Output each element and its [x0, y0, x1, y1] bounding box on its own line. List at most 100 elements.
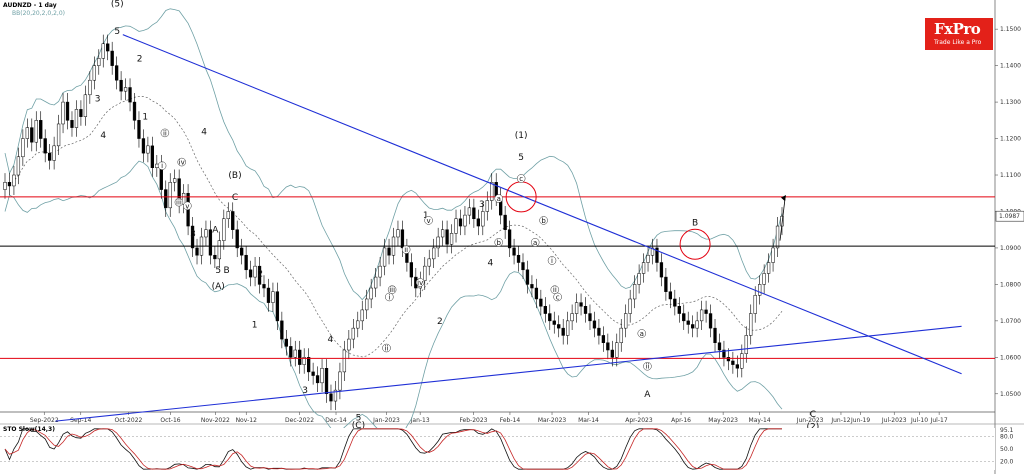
candle-body	[548, 313, 552, 322]
wave-label-circle	[387, 285, 397, 294]
candle-body	[686, 320, 690, 325]
sto-tick-label: 20.0	[1000, 459, 1014, 466]
candle-body	[463, 214, 467, 227]
projection-arrow-shaft	[779, 198, 786, 241]
candle-body	[503, 214, 507, 230]
wave-label: iii	[176, 199, 182, 207]
candle-body	[691, 324, 695, 329]
x-tick-label: Jan-13	[410, 417, 430, 424]
candle-body	[293, 349, 297, 358]
candle-body	[512, 247, 516, 256]
x-tick-label: Jul-10	[910, 417, 928, 424]
sto-tick-label: 95.1	[1000, 427, 1014, 434]
candle-body	[476, 218, 480, 227]
candle-body	[713, 327, 717, 343]
candle-body	[427, 258, 431, 267]
bollinger-label: BB(20,20,2,0,2,0)	[12, 10, 65, 17]
candle-body	[7, 182, 12, 187]
support-touch-circle	[679, 228, 711, 260]
candle-body	[329, 393, 333, 402]
candle-body	[373, 276, 378, 289]
x-tick-label: Oct-16	[160, 417, 180, 424]
wave-label-circle	[183, 201, 192, 211]
wave-label: 5	[518, 153, 524, 163]
candle-body	[222, 218, 226, 241]
trendline-1	[55, 325, 962, 422]
candle-body	[324, 367, 329, 395]
wave-label: C	[232, 193, 238, 203]
candle-body	[302, 357, 306, 365]
candle-body	[490, 182, 494, 201]
candle-body	[244, 254, 248, 271]
candle-body	[195, 247, 199, 256]
candle-body	[423, 265, 427, 281]
candle-body	[307, 357, 311, 373]
wave-label: (B)	[228, 171, 241, 181]
wave-label: (C)	[352, 421, 365, 431]
wave-label: A	[212, 226, 219, 236]
candle-body	[646, 254, 650, 263]
x-tick-label: Mar-14	[578, 417, 599, 424]
candle-body	[168, 182, 172, 209]
candle-body	[664, 276, 668, 292]
wave-label: 2	[257, 269, 263, 279]
wave-label: 3	[302, 386, 308, 396]
wave-label-circle	[547, 256, 557, 265]
candle-body	[601, 335, 606, 343]
candle-body	[387, 247, 391, 256]
x-tick-label: Jun-2023	[796, 417, 824, 424]
candle-body	[369, 287, 373, 300]
sto-d-line	[4, 428, 782, 470]
candle-body	[110, 50, 114, 66]
candle-body	[311, 371, 315, 376]
candle-body	[208, 229, 213, 256]
y-tick-label: 1.0800	[1000, 281, 1021, 288]
x-tick-label: Jun-12	[830, 417, 850, 424]
candle-body	[592, 320, 597, 329]
candle-body	[48, 152, 52, 161]
candle-body	[570, 313, 574, 322]
wave-label-circle	[385, 292, 394, 302]
candle-body	[695, 320, 699, 329]
candle-body	[699, 309, 704, 322]
wave-label: (A)	[212, 282, 225, 292]
wave-label: 4	[328, 335, 334, 345]
candle-body	[557, 324, 561, 329]
x-tick-label: May-14	[749, 417, 771, 424]
candle-body	[253, 265, 257, 278]
wave-label-circle	[550, 285, 560, 294]
wave-label-circle	[637, 329, 647, 338]
candle-body	[628, 298, 632, 314]
candle-body	[213, 254, 217, 260]
candle-body	[275, 291, 280, 322]
candle-body	[731, 360, 735, 365]
candle-body	[342, 349, 347, 373]
candle-body	[615, 342, 619, 358]
wave-label: i	[388, 293, 390, 301]
candle-body	[92, 65, 96, 81]
candle-body	[284, 338, 288, 347]
wave-label: ii	[404, 246, 408, 254]
wave-label-circle	[643, 361, 652, 371]
wave-label-circle	[177, 157, 186, 167]
candle-body	[449, 233, 454, 245]
candle-body	[762, 273, 766, 285]
sto-tick-label: 50.0	[1000, 446, 1014, 453]
x-tick-label: Feb-2023	[459, 417, 487, 424]
candle-body	[173, 178, 177, 183]
candle-body	[56, 123, 61, 147]
wave-label-circle	[553, 292, 562, 302]
candle-body	[597, 327, 601, 336]
candle-body	[619, 327, 623, 343]
sto-tick-label: 80.0	[1000, 433, 1014, 440]
wave-label: 2	[137, 54, 143, 64]
wave-label-circle	[382, 343, 391, 353]
candle-body	[749, 313, 753, 336]
candle-body	[132, 101, 137, 121]
wave-label-circle	[157, 161, 167, 170]
candle-body	[382, 247, 387, 267]
candle-body	[409, 262, 414, 278]
candle-body	[396, 229, 400, 238]
wave-label: iv	[417, 279, 423, 287]
candle-body	[659, 262, 664, 278]
